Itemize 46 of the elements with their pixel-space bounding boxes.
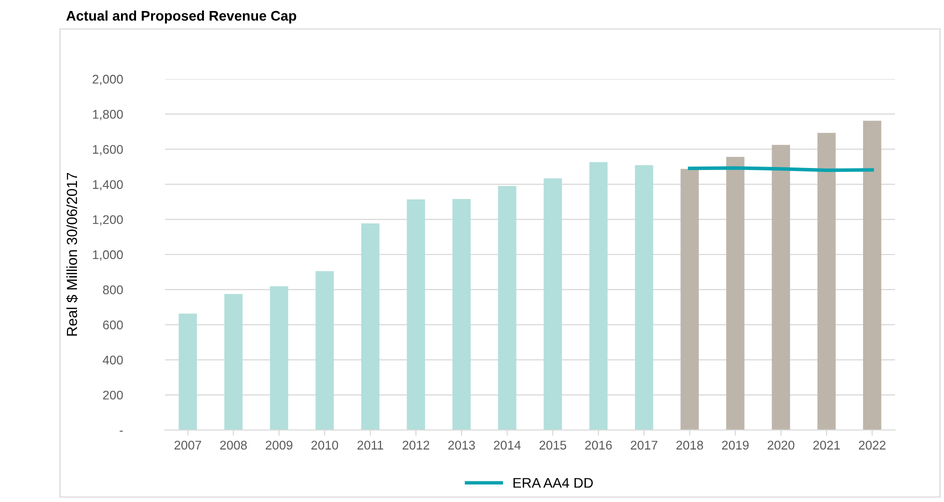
x-tick-label: 2007 xyxy=(174,440,202,450)
y-tick-label: 1,800 xyxy=(93,110,123,120)
y-tick-label: - xyxy=(120,430,123,432)
x-tick-label: 2014 xyxy=(494,440,521,450)
x-tick-label: 2011 xyxy=(358,440,384,450)
y-axis-title: Real $ Million 30/06/2017 xyxy=(66,172,78,336)
x-tick-label: 2017 xyxy=(630,440,658,450)
bar xyxy=(178,314,197,430)
y-tick-label: 800 xyxy=(103,285,123,294)
bar xyxy=(544,178,562,430)
x-tick-label: 2022 xyxy=(858,440,886,450)
y-tick-label: 1,000 xyxy=(93,250,123,261)
x-tick-label: 2021 xyxy=(813,440,840,450)
y-tick-label: 1,600 xyxy=(93,145,123,156)
bar xyxy=(863,120,882,430)
x-tick-label: 2013 xyxy=(448,440,475,450)
x-tick-label: 2019 xyxy=(722,440,749,450)
bar xyxy=(589,162,608,430)
legend-label: ERA AA4 DD xyxy=(514,478,593,488)
bar xyxy=(817,132,836,430)
y-tick-label: 600 xyxy=(103,320,123,330)
bar xyxy=(680,168,699,430)
y-tick-label: 1,200 xyxy=(93,215,123,226)
bar xyxy=(726,156,744,430)
x-tick-label: 2010 xyxy=(311,440,338,450)
bar xyxy=(634,165,654,430)
y-tick-label: 2,000 xyxy=(92,74,123,86)
bar xyxy=(316,271,334,430)
bar xyxy=(498,186,516,430)
x-tick-label: 2015 xyxy=(540,440,566,450)
bar xyxy=(361,223,380,430)
bar xyxy=(224,294,243,430)
x-tick-label: 2008 xyxy=(220,440,247,450)
x-tick-label: 2020 xyxy=(768,440,794,450)
chart-title: Actual and Proposed Revenue Cap xyxy=(66,10,296,24)
bar xyxy=(452,199,471,430)
y-tick-label: 400 xyxy=(102,356,123,364)
x-tick-label: 2016 xyxy=(585,440,612,450)
x-tick-label: 2009 xyxy=(266,440,292,450)
y-tick-label: 1,400 xyxy=(93,180,123,190)
x-tick-label: 2018 xyxy=(676,440,704,450)
bar xyxy=(270,286,288,430)
bar xyxy=(772,144,790,430)
bar xyxy=(406,199,426,430)
x-tick-label: 2012 xyxy=(402,440,430,450)
y-tick-label: 200 xyxy=(103,390,123,400)
